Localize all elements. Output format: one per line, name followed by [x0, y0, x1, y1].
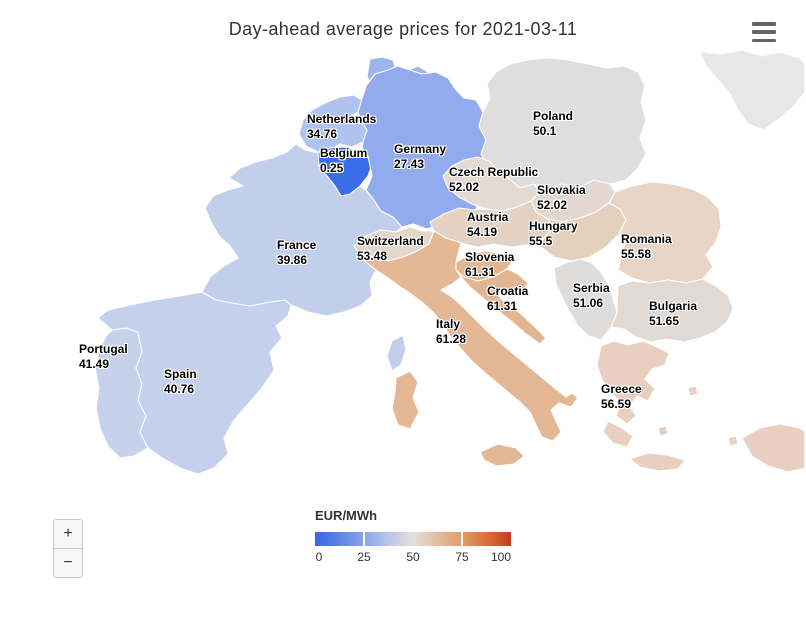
zoom-divider	[54, 548, 82, 549]
color-axis-legend: EUR/MWh 0 25 50 75 100	[315, 508, 515, 566]
hamburger-icon	[752, 38, 776, 42]
legend-tick-50: 50	[406, 550, 420, 564]
country-croatia[interactable]	[455, 268, 547, 345]
island-corsica	[386, 334, 407, 372]
island-sardinia[interactable]	[391, 370, 420, 430]
country-greece[interactable]	[596, 340, 670, 425]
hamburger-icon	[752, 30, 776, 34]
country-italy[interactable]	[359, 230, 579, 442]
country-belgium[interactable]	[317, 146, 373, 197]
hamburger-icon	[752, 22, 776, 26]
legend-tick-75: 75	[455, 550, 469, 564]
country-germany[interactable]	[357, 65, 490, 230]
island-rhodes[interactable]	[727, 435, 739, 447]
island-aegean-1[interactable]	[657, 425, 669, 437]
map-zoom-controls: + −	[53, 519, 83, 578]
island-crete[interactable]	[629, 452, 686, 472]
country-poland[interactable]	[478, 57, 647, 191]
country-netherlands[interactable]	[298, 94, 368, 153]
legend-tick-0: 0	[315, 550, 323, 564]
island-sicily[interactable]	[479, 443, 525, 467]
country-bulgaria[interactable]	[610, 278, 734, 343]
legend-tick-mark-75	[461, 532, 463, 546]
zoom-out-button[interactable]: −	[54, 549, 82, 577]
context-menu-button[interactable]	[752, 22, 778, 42]
legend-tick-25: 25	[357, 550, 371, 564]
region-nodata-northeast	[699, 49, 806, 131]
legend-title: EUR/MWh	[315, 508, 378, 523]
chart-title: Day-ahead average prices for 2021-03-11	[228, 19, 578, 39]
country-hungary[interactable]	[540, 202, 627, 262]
island-aegean-2[interactable]	[687, 385, 699, 397]
country-czech-republic[interactable]	[442, 156, 541, 212]
legend-tick-labels: 0 25 50 75 100	[315, 550, 515, 566]
zoom-in-button[interactable]: +	[54, 520, 82, 548]
region-turkey	[741, 423, 806, 473]
color-gradient-bar	[315, 532, 511, 546]
region-peloponnese[interactable]	[602, 420, 634, 448]
country-romania[interactable]	[608, 181, 722, 284]
legend-tick-100: 100	[490, 550, 512, 564]
country-serbia[interactable]	[553, 258, 618, 341]
legend-tick-mark-25	[363, 532, 365, 546]
